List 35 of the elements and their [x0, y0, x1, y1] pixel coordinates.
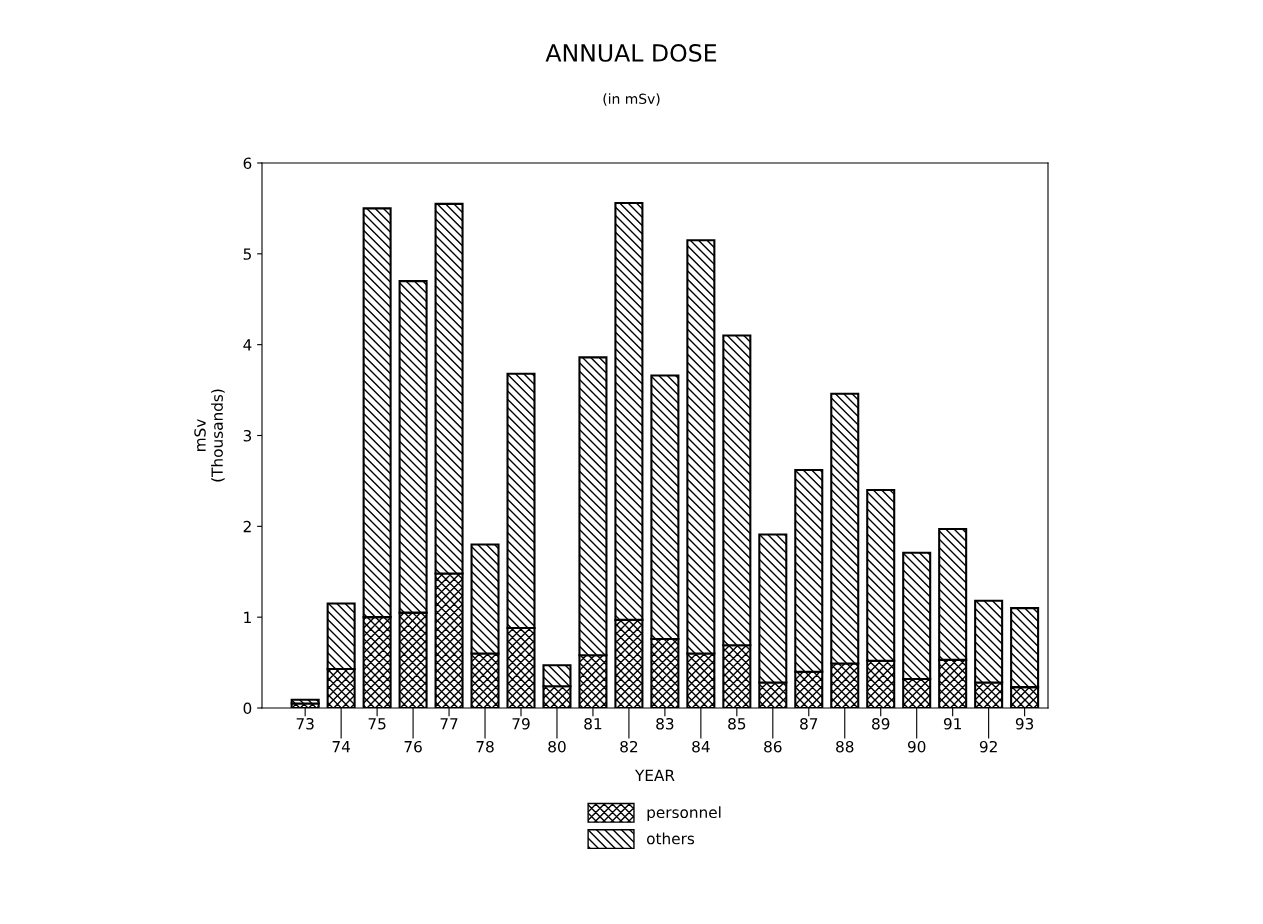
x-tick-label: 79 — [512, 717, 530, 730]
y-tick-label: 0 — [243, 702, 252, 715]
x-tick-label: 84 — [692, 740, 710, 753]
legend-label: others — [647, 832, 695, 845]
x-tick-label: 78 — [476, 740, 494, 753]
y-tick-label: 4 — [243, 339, 252, 351]
x-tick-label: 92 — [979, 740, 997, 753]
legend-label: personnel — [647, 806, 721, 822]
y-tick-label: 3 — [243, 429, 252, 442]
chart-subtitle: (in mSv) — [603, 93, 660, 106]
x-tick-label: 88 — [836, 740, 854, 753]
x-tick-label: 93 — [1015, 717, 1034, 730]
y-axis-title: mSv (Thousands) — [194, 389, 225, 482]
x-tick-label: 91 — [943, 717, 961, 730]
x-tick-label: 75 — [368, 718, 386, 730]
x-tick-label: 80 — [548, 740, 566, 753]
x-tick-label: 86 — [764, 740, 782, 753]
y-tick-label: 5 — [243, 248, 251, 260]
x-axis-title: YEAR — [634, 769, 675, 781]
x-tick-label: 74 — [332, 741, 350, 753]
x-tick-label: 87 — [800, 717, 818, 730]
y-tick-label: 6 — [243, 157, 252, 170]
y-tick-label: 1 — [244, 611, 251, 623]
x-tick-label: 83 — [656, 717, 674, 730]
x-tick-label: 77 — [440, 718, 458, 730]
x-tick-label: 82 — [620, 740, 638, 753]
x-tick-label: 90 — [907, 740, 926, 753]
x-tick-label: 76 — [404, 740, 422, 753]
bar — [290, 698, 320, 705]
y-tick-label: 2 — [243, 520, 251, 533]
x-tick-label: 85 — [728, 717, 746, 730]
x-tick-label: 81 — [584, 717, 602, 730]
chart-title: ANNUAL DOSE — [545, 43, 717, 62]
x-tick-label: 73 — [296, 717, 314, 730]
x-tick-label: 89 — [872, 717, 890, 730]
